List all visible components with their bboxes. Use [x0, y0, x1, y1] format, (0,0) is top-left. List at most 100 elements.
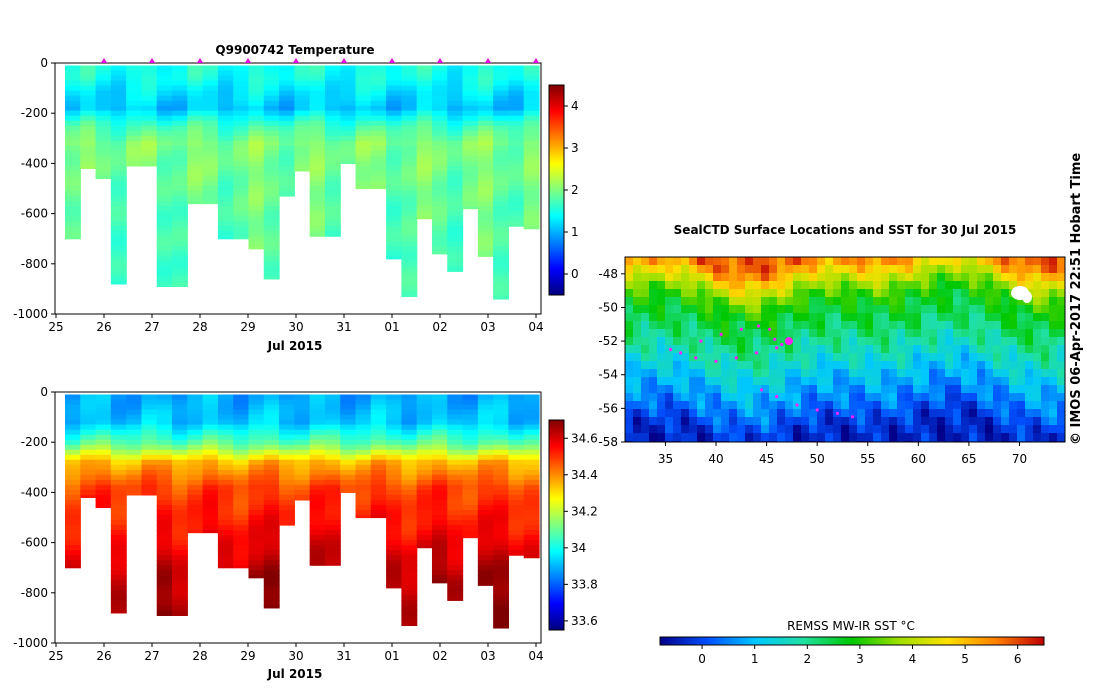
heatmap-cell [523, 206, 540, 212]
sst-cell [1041, 289, 1050, 298]
profile-markers [101, 58, 539, 63]
heatmap-cell [156, 610, 173, 616]
sst-cell [961, 385, 970, 394]
heatmap-cell [263, 100, 280, 107]
heatmap-cell [386, 170, 402, 177]
heatmap-cell [386, 409, 402, 416]
heatmap-cell [340, 429, 357, 436]
heatmap-cell [355, 439, 372, 446]
sst-cell [921, 425, 930, 434]
heatmap-cell [462, 409, 479, 416]
sst-cell [857, 345, 866, 354]
sst-cell [1049, 265, 1058, 274]
heatmap-cell [80, 454, 97, 461]
sst-cell [881, 401, 890, 410]
sst-cell [993, 321, 1002, 330]
heatmap-cell [141, 100, 158, 107]
heatmap-cell [401, 185, 418, 192]
sst-cell [737, 289, 746, 298]
heatmap-cell [477, 394, 494, 401]
sst-cell [689, 337, 698, 346]
heatmap-cell [324, 454, 341, 461]
sst-cell [841, 417, 850, 426]
sst-cell [961, 257, 970, 266]
sst-cell [713, 377, 722, 386]
sst-cell [849, 369, 858, 378]
heatmap-cell [431, 180, 448, 187]
sst-cell [1057, 353, 1065, 362]
sst-cell [937, 417, 946, 426]
heatmap-cell [187, 439, 204, 446]
sst-cell [905, 337, 914, 346]
sst-cell [1049, 377, 1058, 386]
heatmap-cell [324, 409, 341, 416]
sst-cell [937, 289, 946, 298]
salinity-panel: 0-200-400-600-800-1000 25 26 27 28 29 30 31 01 0… [13, 385, 598, 681]
sst-cell [761, 361, 770, 370]
sst-cell [761, 425, 770, 434]
heatmap-cell [156, 459, 173, 466]
heatmap-cell [386, 565, 402, 571]
sst-cell [897, 265, 906, 274]
sst-cell [657, 313, 666, 322]
heatmap-cell [386, 560, 402, 566]
heatmap-cell [431, 165, 448, 172]
heatmap-cell [279, 145, 295, 152]
sst-cell [977, 393, 986, 402]
heatmap-cell [401, 479, 418, 486]
heatmap-cell [508, 201, 525, 207]
heatmap-cell [172, 165, 188, 172]
heatmap-cell [294, 95, 311, 102]
heatmap-cell [447, 520, 464, 526]
heatmap-cell [462, 494, 479, 501]
heatmap-cell [248, 115, 265, 122]
heatmap-cell [172, 276, 188, 282]
heatmap-cell [95, 140, 112, 147]
heatmap-cell [386, 236, 402, 242]
heatmap-cell [294, 120, 311, 127]
sst-cell [945, 353, 954, 362]
heatmap-cell [95, 424, 112, 431]
sst-cell [697, 361, 706, 370]
sst-cell [689, 401, 698, 410]
sst-cell [921, 377, 930, 386]
heatmap-cell [233, 464, 250, 471]
sst-cell [913, 337, 922, 346]
sst-cell [841, 433, 850, 442]
sst-cell [881, 321, 890, 330]
heatmap-cell [80, 115, 97, 122]
sst-cell [745, 305, 754, 314]
sst-cell [977, 321, 986, 330]
heatmap-cell [65, 520, 81, 526]
heatmap-cell [462, 175, 479, 182]
lat-tick-label: -56 [598, 401, 618, 415]
heatmap-cell [233, 424, 250, 431]
sst-cell [689, 409, 698, 418]
heatmap-cell [126, 75, 143, 82]
sst-cell [729, 265, 738, 274]
heatmap-cell [248, 175, 265, 182]
heatmap-cell [340, 414, 357, 421]
heatmap-cell [217, 196, 234, 202]
heatmap-cell [95, 399, 112, 406]
heatmap-cell [263, 459, 280, 466]
heatmap-cell [126, 404, 143, 411]
heatmap-cell [263, 271, 280, 277]
heatmap-cell [386, 125, 402, 132]
heatmap-cell [447, 160, 464, 167]
heatmap-cell [508, 520, 525, 526]
sst-cell [793, 313, 802, 322]
heatmap-cell [156, 135, 173, 142]
heatmap-cell [172, 216, 188, 222]
heatmap-cell [462, 489, 479, 496]
sst-cell [905, 345, 914, 354]
heatmap-cell [263, 266, 280, 272]
sst-cell [753, 329, 762, 338]
sst-cell [761, 409, 770, 418]
heatmap-cell [172, 130, 188, 137]
sst-cell [817, 401, 826, 410]
heatmap-cell [493, 424, 510, 431]
heatmap-cell [187, 145, 204, 152]
sst-cell [945, 265, 954, 274]
heatmap-cell [324, 120, 341, 127]
